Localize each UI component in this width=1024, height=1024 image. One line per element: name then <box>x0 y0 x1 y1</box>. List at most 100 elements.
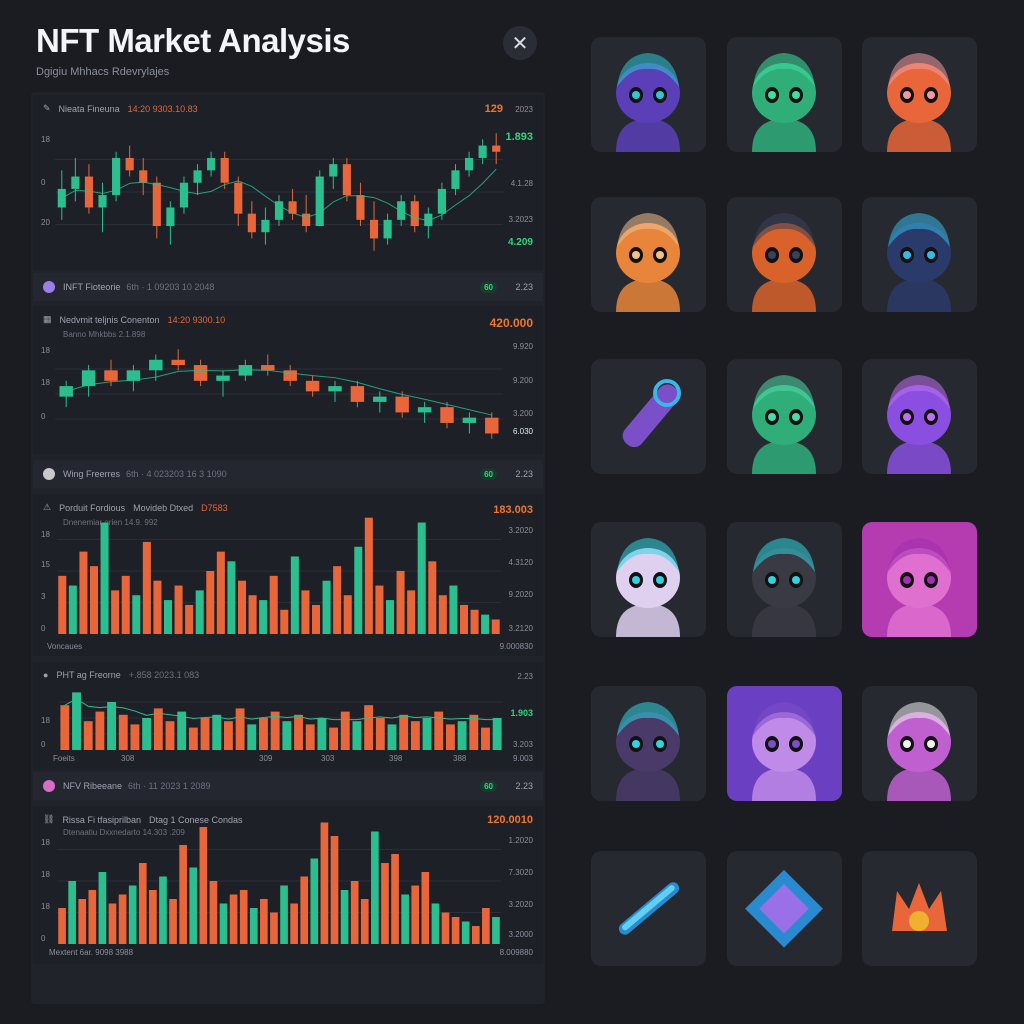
bar <box>449 585 458 634</box>
chart-top-aux: 2023 <box>515 105 533 114</box>
nft-pink-bunny-creature[interactable] <box>862 686 977 801</box>
bar <box>491 619 500 634</box>
bar <box>174 585 183 634</box>
candlestick-chart <box>55 349 503 439</box>
bar <box>431 903 440 944</box>
bar <box>441 912 450 944</box>
nft-art-icon <box>887 375 951 474</box>
chart-sub: Dtenaatiu Dxxnedarto 14.303 .209 <box>63 828 185 837</box>
chart-value-4: 6.030 <box>512 427 533 436</box>
candle <box>220 151 229 189</box>
trend-line <box>66 369 492 416</box>
chart-value-1: 9.920 <box>512 342 533 351</box>
bar <box>118 894 127 944</box>
bar <box>177 711 187 750</box>
candle <box>462 412 477 434</box>
bar <box>259 718 268 750</box>
axis-tick: 398 <box>389 754 403 763</box>
candle <box>247 201 256 239</box>
trend-line <box>61 168 497 221</box>
nft-blue-crystal-gem[interactable] <box>727 851 842 966</box>
page-title: NFT Market Analysis <box>36 22 350 59</box>
trend-line <box>64 698 498 721</box>
bar <box>68 585 77 634</box>
bar <box>428 561 437 634</box>
chart-top-value: 129 <box>484 103 503 115</box>
bar <box>83 721 93 750</box>
close-button[interactable]: ✕ <box>503 26 537 60</box>
cup-icon <box>43 468 55 480</box>
strip-num: 2.23 <box>515 282 533 292</box>
market-strip-1[interactable]: INFT Fioteorie 6th · 1 09203 10 2048 60 … <box>33 273 543 301</box>
nft-orange-cat-girl[interactable] <box>591 197 706 312</box>
bar <box>371 831 379 944</box>
nft-blue-horned-skull[interactable] <box>862 197 977 312</box>
strip-badge: 60 <box>480 281 497 293</box>
bar <box>95 711 105 750</box>
chart-value-3: 9.2020 <box>508 590 533 599</box>
bar <box>270 711 280 750</box>
bar <box>360 899 369 944</box>
bar <box>149 890 157 944</box>
nft-orange-flame-crown[interactable] <box>862 851 977 966</box>
bar <box>311 604 321 634</box>
nft-shadow-purple-creature[interactable] <box>591 37 706 152</box>
candle <box>302 195 311 233</box>
bar <box>249 908 258 944</box>
bar <box>169 899 177 944</box>
bar <box>270 912 278 944</box>
market-strip-2[interactable]: Wing Freerres 6th · 4 023203 16 3 1090 6… <box>33 460 543 488</box>
nft-purple-flame-mask[interactable] <box>862 359 977 474</box>
bar <box>142 541 151 634</box>
nft-pink-demon-figure[interactable] <box>862 522 977 637</box>
market-strip-3[interactable]: NFV Ribeeane 6th · 11 2023 1 2089 60 2.2… <box>33 772 543 800</box>
bar <box>199 827 208 944</box>
nft-purple-cannon-weapon[interactable] <box>591 359 706 474</box>
axis-label: 18 <box>41 902 50 911</box>
strip-num: 2.23 <box>515 469 533 479</box>
chart-value-2: 4.3120 <box>508 558 533 567</box>
nft-icon <box>43 281 55 293</box>
bar <box>354 546 363 634</box>
bar-chart <box>57 822 501 944</box>
nft-purple-masked-creature[interactable] <box>727 686 842 801</box>
link-icon: ⛓ <box>43 814 55 824</box>
bar <box>322 580 331 634</box>
candle <box>81 365 96 397</box>
grid-icon: ▦ <box>43 314 52 324</box>
chart-sub: Dnenemiar orien 14.9. 992 <box>63 518 158 527</box>
nfv-icon <box>43 780 55 792</box>
axis-label: 0 <box>41 624 46 633</box>
axis-bottom-value: 9.000830 <box>499 642 533 651</box>
bar <box>179 845 187 944</box>
bar <box>259 600 268 634</box>
nft-green-haired-character[interactable] <box>727 37 842 152</box>
bar <box>294 714 303 750</box>
candle <box>417 401 432 423</box>
chart-value-2: 9.200 <box>512 376 533 385</box>
nft-horned-dark-creature[interactable] <box>727 197 842 312</box>
chart-detail-2: D7583 <box>201 502 228 513</box>
nft-blue-crystal-staff[interactable] <box>591 851 706 966</box>
nft-white-panda-creature[interactable] <box>591 522 706 637</box>
bar <box>132 595 141 634</box>
bar <box>118 714 128 750</box>
bar <box>195 590 204 634</box>
bar <box>138 863 147 944</box>
bar <box>471 926 480 944</box>
bar <box>282 721 292 750</box>
nft-dark-spiky-character[interactable] <box>727 522 842 637</box>
nft-green-dragon-creature[interactable] <box>727 359 842 474</box>
chart-value-2: 3.203 <box>512 740 533 749</box>
nft-orange-haired-girl[interactable] <box>862 37 977 152</box>
axis-bottom-label: Foeits <box>53 754 75 763</box>
bar <box>88 890 97 944</box>
axis-tick: 309 <box>259 754 273 763</box>
candle <box>125 145 134 177</box>
nft-dark-robot-creature[interactable] <box>591 686 706 801</box>
nft-art-icon <box>887 702 951 801</box>
bar <box>98 872 107 944</box>
candle <box>261 207 270 245</box>
candle <box>152 176 161 239</box>
candle <box>440 401 454 429</box>
